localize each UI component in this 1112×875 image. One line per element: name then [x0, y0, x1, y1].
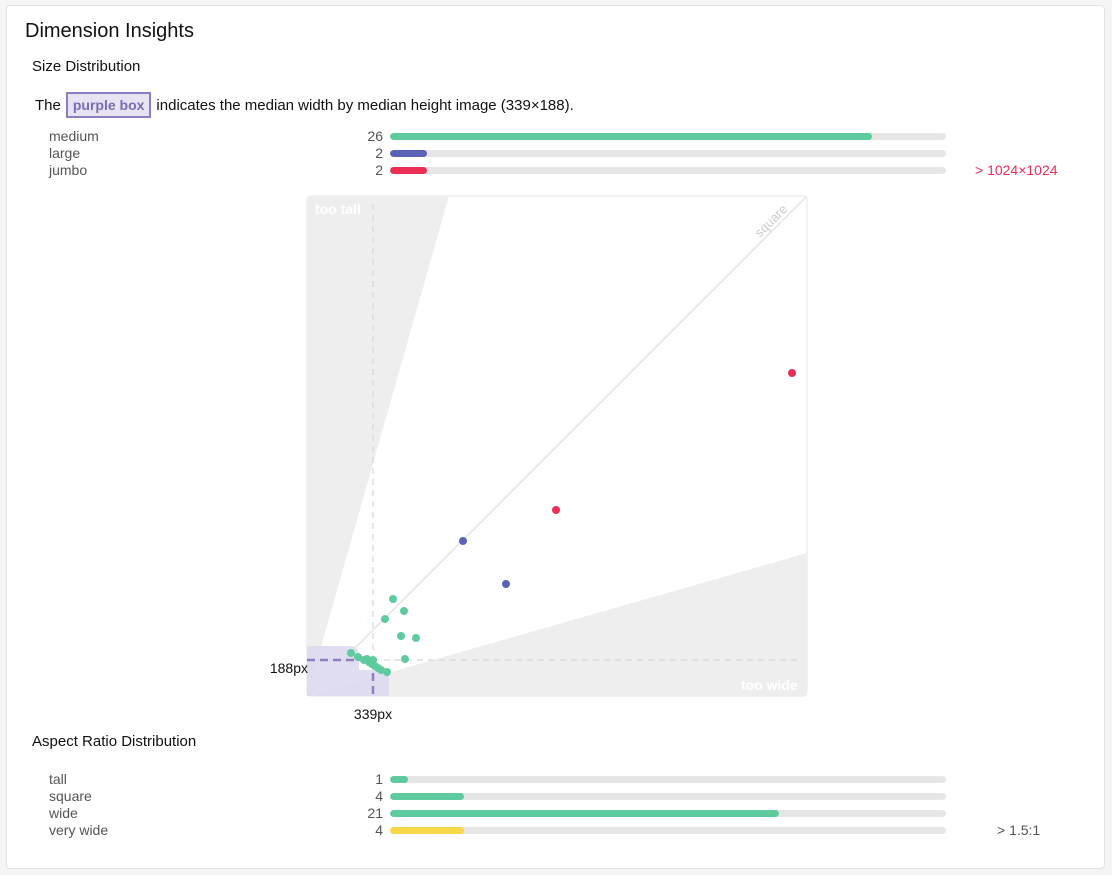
- size-row-label: jumbo: [49, 162, 88, 178]
- size-bar-fill: [390, 133, 873, 140]
- median-width-label: 339px: [354, 706, 392, 722]
- aspect-row-count: 21: [367, 805, 383, 821]
- data-point-medium: [389, 595, 397, 603]
- data-point-large: [502, 580, 510, 588]
- aspect-bar-track: [390, 793, 946, 800]
- purple-box-legend: purple box: [65, 92, 152, 118]
- size-row-label: medium: [49, 128, 99, 144]
- data-point-jumbo: [552, 506, 560, 514]
- data-point-medium: [381, 615, 389, 623]
- desc-prefix: The: [35, 96, 61, 114]
- aspect-row-count: 1: [375, 771, 383, 787]
- aspect-bar-fill: [390, 776, 409, 783]
- data-point-medium: [401, 655, 409, 663]
- size-bar-fill: [390, 167, 428, 174]
- size-row-count: 2: [375, 145, 383, 161]
- aspect-row-count: 4: [375, 788, 383, 804]
- data-point-medium: [397, 632, 405, 640]
- median-height-label: 188px: [270, 660, 308, 676]
- data-point-medium: [347, 649, 355, 657]
- aspect-row-label: very wide: [49, 822, 109, 838]
- data-point-medium: [363, 655, 371, 663]
- too-wide-label: too wide: [741, 677, 798, 693]
- aspect-bar-fill: [390, 810, 780, 817]
- median-purple-box: [307, 646, 389, 696]
- dimension-scatter-plot: too tall too wide square 188px 339px: [270, 195, 808, 722]
- aspect-row-label: tall: [49, 771, 67, 787]
- aspect-bar-fill: [390, 827, 464, 834]
- too-tall-label: too tall: [315, 201, 361, 217]
- median-description: The purple box indicates the median widt…: [35, 92, 574, 118]
- aspect-row-count: 4: [375, 822, 383, 838]
- aspect-row-tall: tall 1: [7, 771, 1106, 788]
- aspect-bar-track: [390, 810, 946, 817]
- aspect-ratio-heading: Aspect Ratio Distribution: [32, 733, 197, 750]
- aspect-bar-fill: [390, 793, 464, 800]
- size-row-count: 26: [367, 128, 383, 144]
- dimension-insights-panel: Dimension Insights Size Distribution The…: [6, 5, 1105, 869]
- desc-suffix: indicates the median width by median hei…: [156, 96, 574, 114]
- size-bar-track: [390, 133, 946, 140]
- data-point-medium: [412, 634, 420, 642]
- data-point-medium: [383, 668, 391, 676]
- very-wide-threshold-note: > 1.5:1: [997, 822, 1041, 838]
- aspect-row-very-wide: very wide 4 > 1.5:1: [7, 822, 1106, 839]
- size-row-label: large: [49, 145, 81, 161]
- size-bar-track: [390, 150, 946, 157]
- data-point-medium: [354, 653, 362, 661]
- aspect-bar-track: [390, 776, 946, 783]
- size-row-large: large 2: [7, 145, 1106, 162]
- aspect-row-label: square: [49, 788, 92, 804]
- size-bar-track: [390, 167, 946, 174]
- data-point-medium: [369, 656, 377, 664]
- panel-title: Dimension Insights: [25, 20, 194, 42]
- size-bar-fill: [390, 150, 428, 157]
- square-diagonal: [306, 195, 808, 697]
- aspect-row-wide: wide 21: [7, 805, 1106, 822]
- size-row-count: 2: [375, 162, 383, 178]
- size-row-medium: medium 26: [7, 128, 1106, 145]
- data-point-medium: [400, 607, 408, 615]
- too-tall-region: [307, 196, 449, 696]
- jumbo-threshold-note: > 1024×1024: [975, 162, 1058, 178]
- data-point-large: [459, 537, 467, 545]
- aspect-row-label: wide: [49, 805, 78, 821]
- aspect-bar-track: [390, 827, 946, 834]
- data-points: [347, 369, 796, 676]
- data-point-jumbo: [788, 369, 796, 377]
- size-row-jumbo: jumbo 2 > 1024×1024: [7, 162, 1106, 179]
- aspect-row-square: square 4: [7, 788, 1106, 805]
- size-distribution-heading: Size Distribution: [32, 58, 141, 75]
